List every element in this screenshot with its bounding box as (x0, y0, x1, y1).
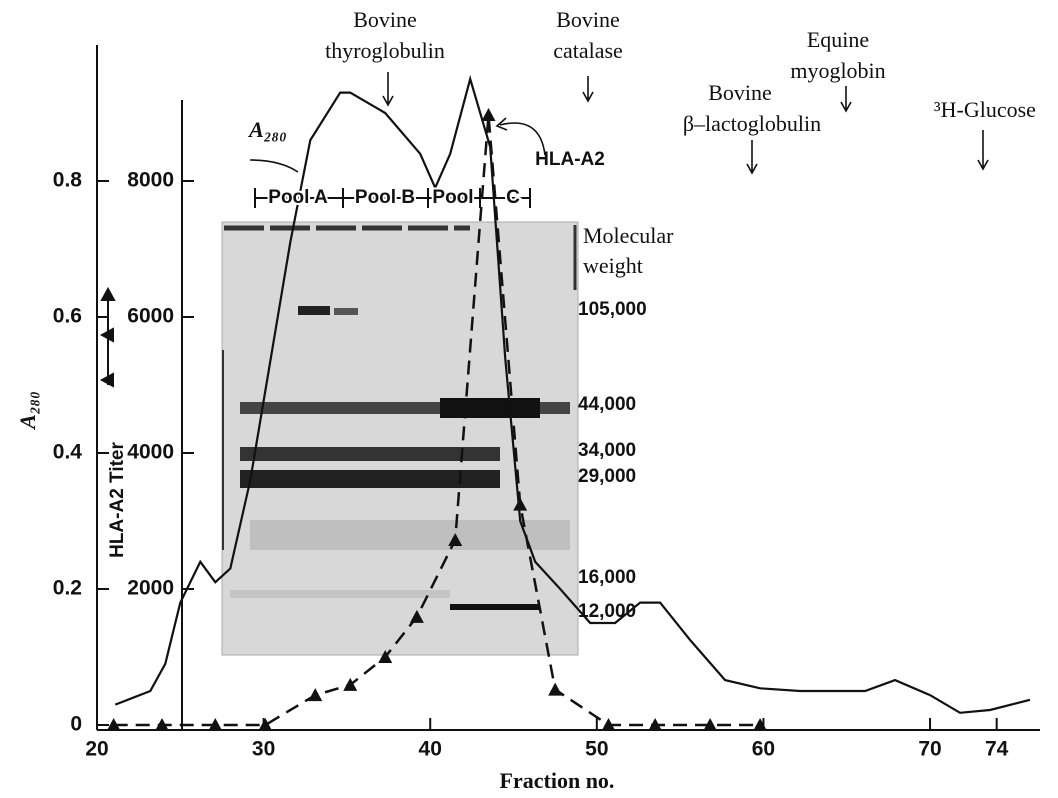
y-tick-label: 0.6 (53, 305, 82, 328)
triangle-marker (548, 682, 563, 696)
triangle-marker (753, 718, 768, 731)
triangle-marker (481, 108, 496, 122)
x-axis-title: Fraction no. (500, 768, 615, 793)
y2-tick-label: 6000 (127, 305, 174, 328)
mw-title: Molecular (583, 223, 674, 248)
triangle-marker (601, 718, 616, 731)
series-line (113, 114, 761, 727)
marker-annotation: Bovine (353, 7, 417, 32)
mw-label: 16,000 (578, 567, 636, 588)
x-tick-label: 40 (419, 738, 442, 761)
y-axis-title: A₂₈₀ (15, 391, 40, 431)
marker-annotation: Equine (807, 27, 869, 52)
mw-label: 29,000 (578, 466, 636, 487)
series-label: A₂₈₀ (247, 117, 287, 142)
marker-annotation: ³H-Glucose (934, 97, 1036, 122)
mw-label: 12,000 (578, 601, 636, 622)
x-tick-label: 30 (252, 738, 275, 761)
triangle-marker (513, 497, 528, 511)
marker-annotation: Bovine (556, 7, 620, 32)
y2-tick-label: 4000 (127, 441, 174, 464)
pool-label: Pool A (268, 187, 328, 208)
y-tick-label: 0.2 (53, 577, 82, 600)
series-label: HLA-A2 (535, 149, 605, 170)
triangle-marker (378, 650, 393, 663)
pool-bracket (254, 188, 531, 208)
series-line (114, 74, 1031, 714)
triangle-marker (648, 718, 663, 731)
y2-axis-title: HLA-A2 Titer (107, 442, 128, 558)
triangle-marker (308, 688, 323, 702)
triangle-marker (154, 718, 169, 731)
triangle-marker (258, 718, 273, 731)
pool-label: C (506, 187, 520, 208)
triangle-marker (448, 533, 463, 547)
y2-tick-label: 8000 (127, 169, 174, 192)
mw-label: 34,000 (578, 440, 636, 461)
triangle-marker (208, 718, 223, 731)
marker-annotation: myoglobin (790, 58, 885, 83)
y-tick-label: 0 (70, 713, 82, 736)
y2-tick-label: 2000 (127, 577, 174, 600)
mw-title: weight (583, 253, 643, 278)
triangle-marker (409, 609, 424, 623)
marker-annotation: β–lactoglobulin (683, 111, 821, 136)
pool-label: Pool B (355, 187, 415, 208)
x-tick-label: 70 (918, 738, 941, 761)
pool-label: Pool (432, 187, 473, 208)
triangle-marker (343, 677, 358, 691)
mw-label: 105,000 (578, 299, 647, 320)
y-tick-label: 0.8 (53, 169, 83, 192)
marker-annotation: thyroglobulin (325, 38, 445, 63)
marker-annotation: catalase (553, 38, 623, 63)
x-tick-label: 50 (585, 738, 608, 761)
triangle-marker (106, 718, 121, 731)
y-tick-label: 0.4 (53, 441, 83, 464)
arrows (249, 72, 989, 175)
x-tick-label: 20 (85, 738, 108, 761)
triangle-marker (703, 718, 718, 731)
y2-legend-symbol (99, 286, 116, 388)
mw-label: 44,000 (578, 394, 636, 415)
x-tick-label: 60 (752, 738, 775, 761)
marker-annotation: Bovine (708, 80, 772, 105)
x-tick-label: 74 (985, 738, 1009, 761)
gel-image (221, 221, 579, 656)
